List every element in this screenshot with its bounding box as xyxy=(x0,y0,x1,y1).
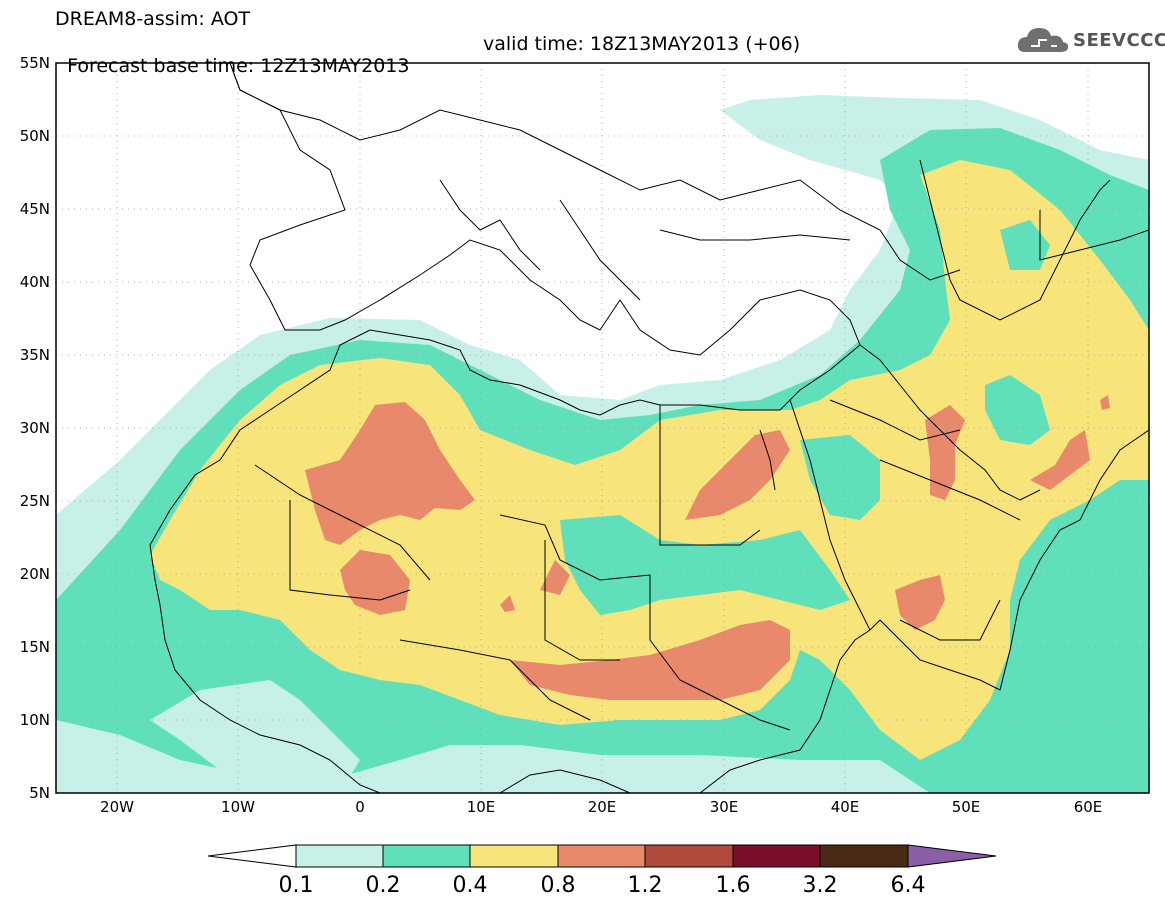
colorbar-swatch xyxy=(295,844,384,868)
lon-label: 20E xyxy=(588,798,617,816)
colorbar-swatch xyxy=(469,844,559,868)
lon-label: 0 xyxy=(355,798,365,816)
aot-band-0.8 xyxy=(925,405,965,500)
colorbar-label: 1.6 xyxy=(716,873,751,898)
lat-label: 40N xyxy=(20,273,50,291)
longitude-labels: 20W 10W 0 10E 20E 30E 40E 50E 60E xyxy=(100,798,1102,816)
base-time-label: Forecast base time: 12Z13MAY2013 xyxy=(67,55,410,77)
colorbar-label: 0.1 xyxy=(279,873,314,898)
seevccc-logo: SEEVCCC xyxy=(1017,24,1165,58)
aot-band-0.8 xyxy=(305,402,475,545)
coastlines-borders xyxy=(56,63,1149,793)
lon-label: 60E xyxy=(1074,798,1103,816)
lat-label: 5N xyxy=(29,784,50,802)
aot-band-0.8 xyxy=(685,430,790,520)
colorbar-swatch xyxy=(382,844,471,868)
colorbar-swatch xyxy=(819,844,909,868)
colorbar-low-arrow xyxy=(207,844,297,868)
colorbar-swatch xyxy=(732,844,821,868)
lon-label: 10W xyxy=(221,798,255,816)
colorbar-swatch xyxy=(644,844,734,868)
aot-band-0.2-patch xyxy=(800,435,880,520)
lon-label: 40E xyxy=(831,798,860,816)
aot-band-0.2-patch xyxy=(1000,220,1050,270)
forecast-times: Forecast base time: 12Z13MAY2013 valid t… xyxy=(55,33,800,99)
aot-contours xyxy=(56,95,1149,793)
lon-label: 10E xyxy=(467,798,496,816)
lat-label: 30N xyxy=(20,419,50,437)
lat-label: 55N xyxy=(20,54,50,72)
aot-band-0.2-patch xyxy=(560,515,850,615)
lon-label: 30E xyxy=(710,798,739,816)
aot-band-0.8 xyxy=(510,620,790,700)
colorbar-label: 1.2 xyxy=(628,873,663,898)
cloud-icon xyxy=(1017,28,1069,52)
map-title: DREAM8-assim: AOT xyxy=(55,8,251,30)
lat-label: 25N xyxy=(20,492,50,510)
aot-band-0.8 xyxy=(500,595,515,612)
aot-band-0.8 xyxy=(540,560,570,595)
lon-label: 20W xyxy=(100,798,134,816)
lat-label: 45N xyxy=(20,200,50,218)
latitude-labels: 55N 50N 45N 40N 35N 30N 25N 20N 15N 10N … xyxy=(20,54,50,802)
colorbar-high-arrow xyxy=(907,844,997,868)
colorbar-label: 3.2 xyxy=(803,873,838,898)
graticule xyxy=(56,63,1149,793)
aot-band-0.1-patch xyxy=(150,680,360,793)
valid-time-label: valid time: 18Z13MAY2013 (+06) xyxy=(483,33,801,55)
colorbar-labels: 0.1 0.2 0.4 0.8 1.2 1.6 3.2 6.4 xyxy=(279,873,926,898)
colorbar-label: 0.8 xyxy=(541,873,576,898)
colorbar-swatch xyxy=(557,844,646,868)
lat-label: 10N xyxy=(20,711,50,729)
aot-band-0.2-patch xyxy=(985,375,1050,445)
lat-label: 15N xyxy=(20,638,50,656)
lat-label: 20N xyxy=(20,565,50,583)
colorbar-label: 6.4 xyxy=(891,873,926,898)
colorbar-label: 0.2 xyxy=(366,873,401,898)
colorbar-label: 0.4 xyxy=(453,873,488,898)
map-frame xyxy=(55,62,1150,794)
logo-text: SEEVCCC xyxy=(1073,30,1165,51)
lat-label: 35N xyxy=(20,346,50,364)
lat-label: 50N xyxy=(20,127,50,145)
aot-band-0.8 xyxy=(340,550,410,615)
aot-band-0.8 xyxy=(895,575,945,630)
lon-label: 50E xyxy=(952,798,981,816)
colorbar xyxy=(207,844,997,868)
aot-band-0.8 xyxy=(1100,395,1110,410)
aot-band-0.8 xyxy=(1030,430,1090,490)
